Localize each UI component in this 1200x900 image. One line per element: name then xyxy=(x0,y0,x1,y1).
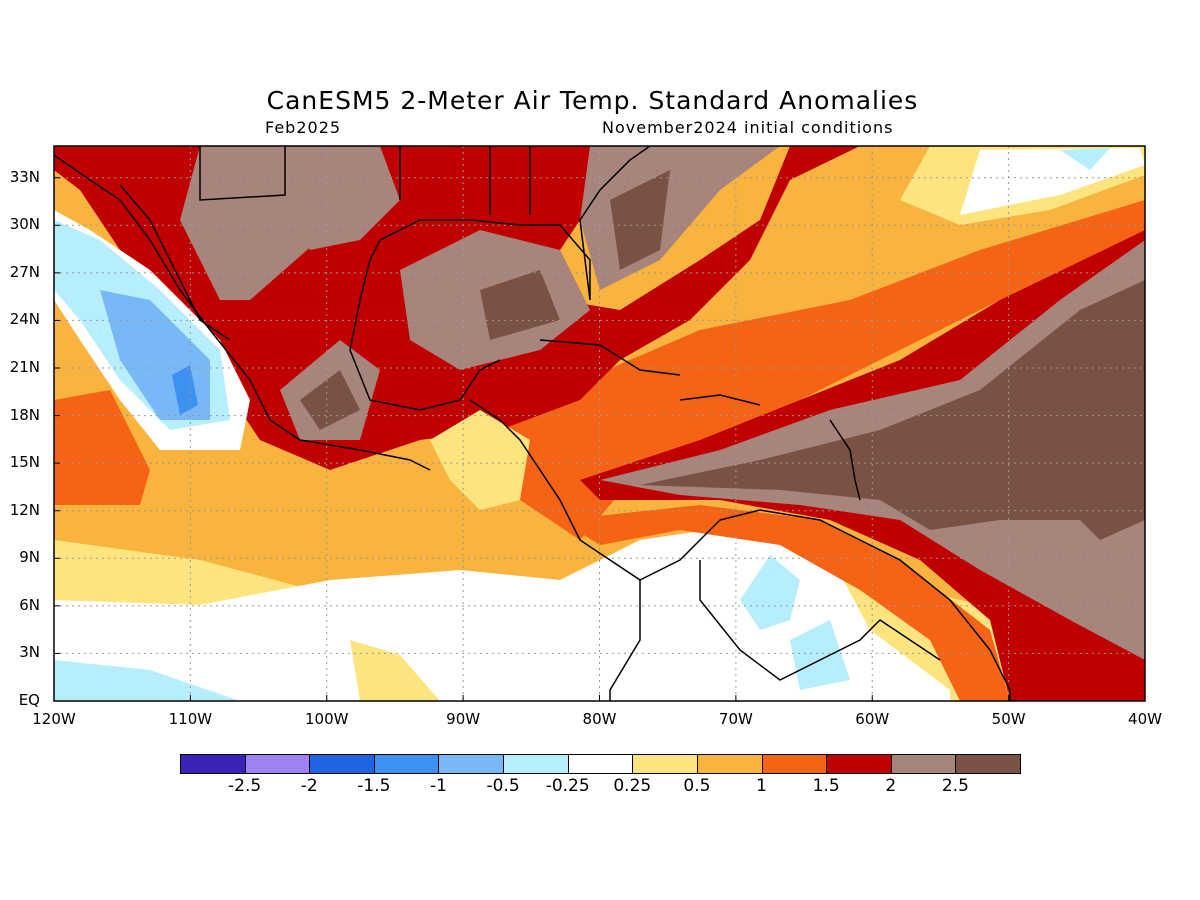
initial-conditions: November2024 initial conditions xyxy=(602,118,894,137)
lat-label: 12N xyxy=(9,500,40,519)
colorbar-swatch xyxy=(761,754,828,774)
colorbar-swatch xyxy=(244,754,311,774)
central-america-coast xyxy=(469,399,641,581)
south-america-coast xyxy=(639,509,1011,701)
field-yellow-central-america xyxy=(430,410,530,510)
colorbar-swatch xyxy=(503,754,569,774)
lesser-antilles xyxy=(829,419,861,501)
lat-label: 18N xyxy=(9,405,40,424)
coastlines xyxy=(54,146,1011,701)
colorbar-swatch xyxy=(632,754,698,774)
us-state-lines xyxy=(399,146,531,215)
field-darkbrown-gulf xyxy=(480,270,560,340)
field-darkbrown-atlantic-north xyxy=(610,170,670,270)
lon-label: 60W xyxy=(855,710,890,728)
colorbar-label: 1 xyxy=(756,776,767,796)
lat-label: 6N xyxy=(19,595,40,614)
colorbar-label: 1.5 xyxy=(812,776,840,796)
colorbar-label: 0.5 xyxy=(683,776,711,796)
us-mexico-border xyxy=(199,146,286,201)
field-yellow-patch xyxy=(350,640,440,701)
colorbar-label: -2.5 xyxy=(228,776,262,796)
lat-label: 27N xyxy=(9,262,40,281)
lon-label: 100W xyxy=(305,710,349,728)
lat-label: 3N xyxy=(19,643,40,662)
colorbar-label: -1 xyxy=(429,776,447,796)
lat-label: 15N xyxy=(9,453,40,472)
lon-label: 70W xyxy=(718,710,753,728)
field-cool-venezuela xyxy=(740,555,800,630)
lat-label: 9N xyxy=(19,548,40,567)
field-white-ne xyxy=(960,148,1145,215)
colorbar-label: 2.5 xyxy=(941,776,969,796)
colorbar-label: 2 xyxy=(885,776,897,796)
map-title: CanESM5 2-Meter Air Temp. Standard Anoma… xyxy=(266,86,919,115)
colorbar-label: -2 xyxy=(300,776,318,796)
anomaly-field xyxy=(54,146,1145,701)
graticule xyxy=(54,146,1145,701)
lat-label: 33N xyxy=(9,167,40,186)
lat-label: 21N xyxy=(9,358,40,376)
colorbar-swatch xyxy=(826,754,892,774)
field-brown-north-mexico xyxy=(130,146,380,300)
gulf-coast xyxy=(369,146,651,301)
lat-label: 24N xyxy=(9,310,40,329)
south-america-borders xyxy=(609,560,941,701)
colorbar-swatch xyxy=(373,754,440,774)
lat-label: EQ xyxy=(18,691,40,709)
field-white-south xyxy=(54,525,950,701)
colorbar-swatch xyxy=(696,754,763,774)
colorbar-swatch xyxy=(309,754,375,774)
lon-label: 80W xyxy=(582,710,617,728)
colorbar-label: -0.5 xyxy=(486,776,520,796)
lon-label: 120W xyxy=(32,710,76,728)
field-orange-west xyxy=(54,390,150,505)
lon-label: 110W xyxy=(168,710,213,728)
lon-label: 50W xyxy=(991,710,1026,728)
lat-label: 30N xyxy=(9,215,40,234)
colorbar-label: -0.25 xyxy=(545,776,590,796)
colorbar-swatch xyxy=(890,754,957,774)
field-orange-band xyxy=(420,200,1145,540)
baja-coast xyxy=(119,184,231,341)
forecast-month: Feb2025 xyxy=(265,118,342,137)
hispaniola-coast xyxy=(679,394,761,406)
colorbar-swatch xyxy=(180,754,246,774)
lon-label: 90W xyxy=(446,710,481,728)
field-darkbrown-mexico xyxy=(300,370,360,430)
axis-ticks xyxy=(53,177,1146,702)
field-orange-coast xyxy=(560,505,1010,701)
colorbar-swatch xyxy=(955,754,1021,774)
colorbar-swatch xyxy=(567,754,634,774)
field-cool-sw xyxy=(54,660,240,701)
field-cool-ne xyxy=(1060,148,1110,170)
colorbar-label: 0.25 xyxy=(613,776,652,796)
lon-label: 40W xyxy=(1128,710,1162,728)
cuba-coast xyxy=(539,339,681,376)
colorbar-label: -1.5 xyxy=(357,776,391,796)
field-cool3-baja xyxy=(172,365,198,415)
mexico-gulf-coast xyxy=(349,259,501,411)
field-darkbrown-atlantic xyxy=(640,280,1145,540)
field-cool-guyana xyxy=(790,620,850,690)
pacific-coast xyxy=(54,154,431,471)
colorbar-swatch xyxy=(438,754,505,774)
